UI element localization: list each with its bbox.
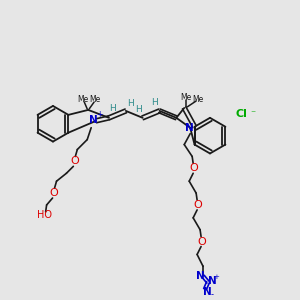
Text: ⁻: ⁻ <box>250 109 256 119</box>
Text: HO: HO <box>37 210 52 220</box>
Text: N: N <box>202 287 211 297</box>
Text: O: O <box>190 163 199 173</box>
Text: N: N <box>185 123 194 133</box>
Text: O: O <box>194 200 203 210</box>
Text: O: O <box>49 188 58 198</box>
Text: Me: Me <box>181 92 192 101</box>
Text: N: N <box>196 271 205 281</box>
Text: N: N <box>208 276 216 286</box>
Text: H: H <box>151 98 158 107</box>
Text: +: + <box>96 110 102 119</box>
Text: H: H <box>135 105 142 114</box>
Text: +: + <box>213 274 219 280</box>
Text: O: O <box>70 156 79 167</box>
Text: -: - <box>211 291 214 300</box>
Text: O: O <box>198 237 206 247</box>
Text: Me: Me <box>193 94 204 103</box>
Text: N: N <box>89 115 98 125</box>
Text: Me: Me <box>78 94 89 103</box>
Text: Cl: Cl <box>235 109 247 119</box>
Text: Me: Me <box>89 94 101 103</box>
Text: H: H <box>110 104 116 113</box>
Text: H: H <box>128 100 134 109</box>
